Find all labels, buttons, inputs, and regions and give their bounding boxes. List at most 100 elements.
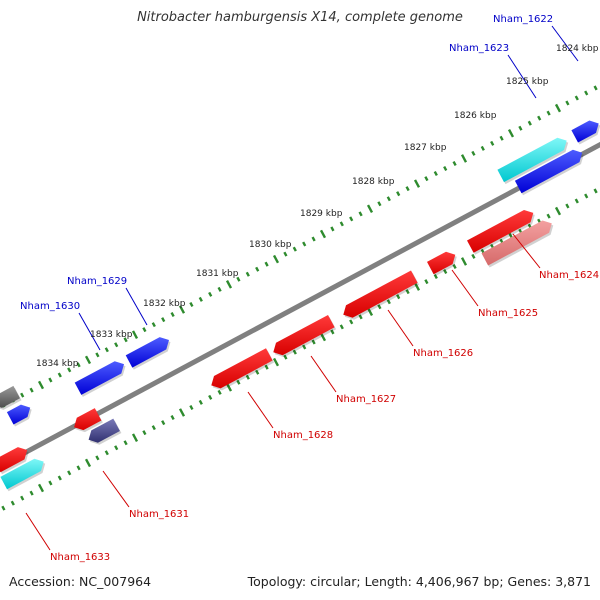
- scale-tick: [264, 261, 269, 267]
- scale-tick: [554, 103, 562, 113]
- scale-tick: [76, 465, 81, 471]
- gene-arrow-nham-1631: [74, 408, 102, 431]
- scale-tick: [57, 372, 62, 378]
- scale-tick: [471, 150, 476, 156]
- scale-tick: [302, 241, 307, 247]
- genome-summary: Topology: circular; Length: 4,406,967 bp…: [247, 574, 591, 589]
- scale-tick: [114, 342, 119, 348]
- label-line: [78, 312, 101, 351]
- scale-tick: [330, 329, 335, 335]
- scale-tick: [170, 312, 175, 318]
- label-line: [551, 25, 579, 62]
- kbp-label: 1827 kbp: [404, 143, 447, 153]
- scale-tick: [255, 266, 260, 272]
- gene-arrow-nham-1627: [273, 315, 335, 356]
- scale-tick: [319, 332, 327, 342]
- scale-tick: [311, 236, 316, 242]
- scale-tick: [413, 282, 421, 291]
- label-line: [310, 355, 337, 393]
- scale-tick: [396, 294, 401, 300]
- reverse-gene-label: Nham_1631: [129, 509, 189, 520]
- reverse-gene-label: Nham_1626: [413, 348, 473, 359]
- scale-tick: [349, 216, 354, 222]
- scale-tick: [161, 420, 166, 426]
- reverse-gene-label: Nham_1625: [478, 308, 538, 319]
- scale-tick: [311, 339, 316, 345]
- scale-tick: [208, 394, 213, 400]
- scale-tick: [178, 408, 186, 417]
- scale-tick: [161, 317, 166, 323]
- kbp-label: 1830 kbp: [249, 240, 292, 250]
- scale-tick: [349, 319, 354, 325]
- scale-tick: [48, 377, 53, 383]
- scale-tick: [178, 305, 186, 314]
- tick-layer: [1, 85, 598, 511]
- scale-tick: [170, 415, 175, 421]
- gene-arrow-nham-1624: [467, 210, 534, 253]
- scale-tick: [584, 193, 589, 199]
- scale-tick: [366, 204, 374, 214]
- scale-tick: [565, 100, 570, 106]
- gene-arrow-nham-1625: [427, 251, 456, 275]
- scale-tick: [518, 125, 523, 131]
- scale-tick: [292, 246, 297, 252]
- scale-tick: [460, 154, 468, 163]
- scale-tick: [443, 166, 448, 172]
- scale-tick: [123, 440, 128, 446]
- scale-tick: [151, 425, 156, 431]
- gene-arrow-nham-1630: [6, 404, 31, 425]
- gene-arrow-nham-1623: [497, 137, 567, 183]
- scale-tick: [292, 349, 297, 355]
- gene-layer: [0, 120, 600, 492]
- scale-tick: [198, 399, 203, 405]
- scale-tick: [189, 301, 194, 307]
- scale-tick: [507, 128, 515, 138]
- forward-gene-label: Nham_1630: [20, 301, 80, 312]
- scale-tick: [272, 357, 280, 367]
- scale-tick: [537, 115, 542, 121]
- scale-tick: [593, 188, 598, 194]
- scale-tick: [104, 450, 109, 456]
- scale-tick: [20, 495, 25, 501]
- scale-tick: [255, 369, 260, 375]
- scale-tick: [84, 458, 92, 468]
- gene-arrow-nham-1628: [211, 348, 273, 389]
- scale-tick: [217, 286, 222, 292]
- scale-tick: [272, 254, 280, 264]
- gene-arrow-nham-1629b: [125, 337, 169, 368]
- scale-tick: [452, 160, 457, 166]
- scale-tick: [386, 196, 391, 202]
- gene-arrow-nham-1626: [343, 270, 418, 318]
- scale-tick: [593, 85, 598, 91]
- scale-tick: [433, 171, 438, 177]
- scale-tick: [95, 455, 100, 461]
- forward-gene-label: Nham_1622: [493, 14, 553, 25]
- map-title: Nitrobacter hamburgensis X14, complete g…: [137, 10, 463, 25]
- scale-tick: [236, 379, 241, 385]
- label-line: [451, 269, 479, 307]
- scale-tick: [37, 380, 45, 390]
- label-line: [387, 309, 414, 347]
- scale-tick: [142, 327, 147, 333]
- scale-tick: [358, 314, 363, 320]
- gene-arrow-gray: [0, 385, 20, 408]
- scale-tick: [377, 304, 382, 310]
- scale-tick: [131, 330, 139, 339]
- gene-arrow-nham-1631b: [88, 418, 120, 443]
- scale-tick: [424, 279, 429, 285]
- label-line: [247, 391, 274, 429]
- scale-tick: [131, 433, 139, 442]
- scale-tick: [565, 203, 570, 209]
- label-line-layer: [25, 25, 579, 551]
- scale-tick: [48, 480, 53, 486]
- scale-tick: [29, 387, 34, 393]
- kbp-label: 1828 kbp: [352, 177, 395, 187]
- scale-tick: [452, 263, 457, 269]
- gene-arrow-nham-1623b: [514, 149, 583, 194]
- scale-tick: [584, 90, 589, 96]
- scale-tick: [225, 280, 233, 289]
- scale-tick: [236, 276, 241, 282]
- scale-tick: [29, 490, 34, 496]
- scale-tick: [245, 374, 250, 380]
- scale-tick: [245, 271, 250, 277]
